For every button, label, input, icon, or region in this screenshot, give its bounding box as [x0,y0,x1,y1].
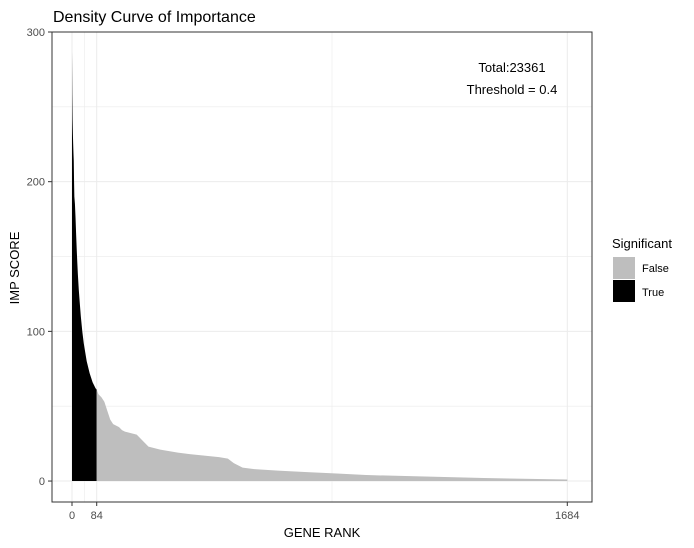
axis-ticks: 0 84 1684 0 100 200 300 [27,27,580,522]
area-series-false [96,389,568,482]
y-tick-label: 100 [27,326,45,338]
threshold-annotation: Threshold = 0.4 [467,82,558,97]
chart-title: Density Curve of Importance [53,9,256,26]
y-tick-label: 0 [39,476,45,488]
y-tick-label: 200 [27,177,45,189]
x-axis-title: GENE RANK [284,525,361,540]
x-tick-label: 84 [91,510,103,522]
legend-swatch-true [613,280,635,302]
area-series-true [72,51,97,482]
legend: Significant False True [612,236,672,302]
total-annotation: Total:23361 [478,60,545,75]
plot-panel [52,32,592,502]
legend-label-false: False [642,263,669,275]
panel-border [51,31,593,503]
data-area [72,51,568,482]
y-tick-label: 300 [27,27,45,39]
legend-swatch-false [613,257,635,279]
x-tick-label: 1684 [555,510,579,522]
x-tick-label: 0 [69,510,75,522]
y-axis-title: IMP SCORE [7,231,22,304]
legend-title: Significant [612,236,672,251]
legend-label-true: True [642,287,664,299]
